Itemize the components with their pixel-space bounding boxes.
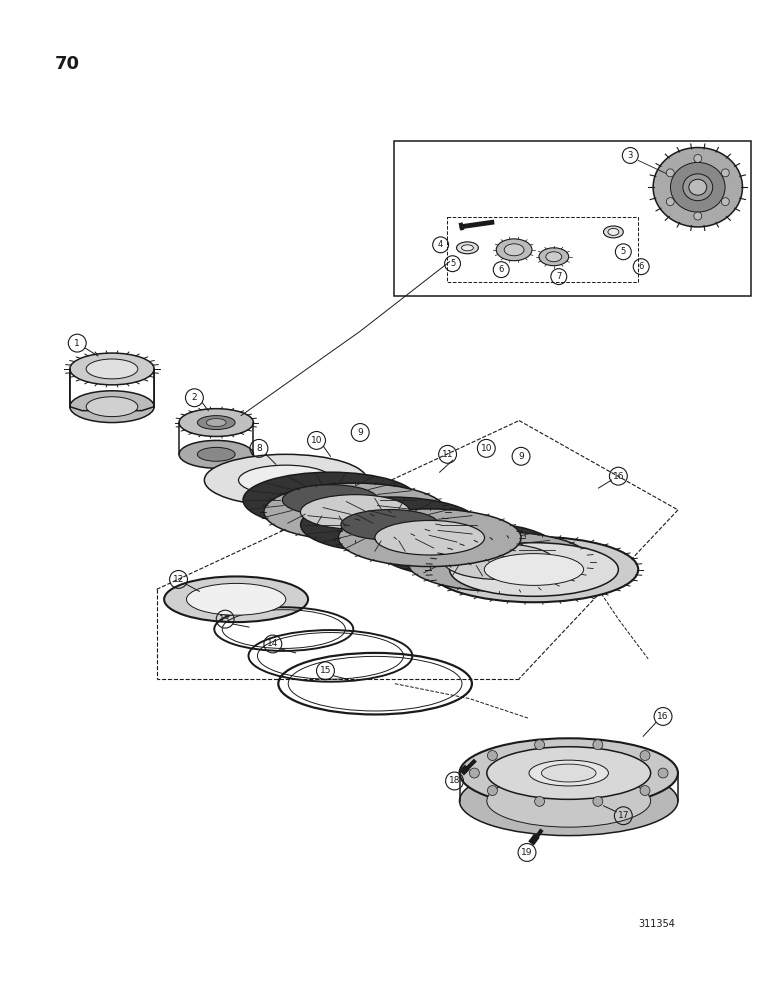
- Text: 15: 15: [320, 666, 331, 675]
- Ellipse shape: [529, 760, 608, 786]
- Text: 16: 16: [612, 472, 624, 481]
- Ellipse shape: [496, 239, 532, 261]
- Ellipse shape: [239, 465, 333, 495]
- Ellipse shape: [197, 447, 235, 461]
- Bar: [394, 141, 751, 296]
- Ellipse shape: [418, 534, 516, 565]
- Ellipse shape: [264, 483, 447, 541]
- Ellipse shape: [430, 537, 638, 602]
- Text: 13: 13: [219, 615, 231, 624]
- Ellipse shape: [487, 747, 651, 799]
- Ellipse shape: [69, 353, 154, 385]
- Text: 9: 9: [518, 452, 524, 461]
- Ellipse shape: [179, 440, 254, 468]
- Text: 7: 7: [556, 272, 562, 281]
- Ellipse shape: [69, 391, 154, 423]
- Ellipse shape: [504, 244, 524, 256]
- Ellipse shape: [462, 245, 473, 251]
- Circle shape: [488, 786, 498, 796]
- Text: 6: 6: [498, 265, 504, 274]
- Ellipse shape: [243, 472, 418, 528]
- Text: 4: 4: [438, 240, 443, 249]
- Text: 19: 19: [521, 848, 533, 857]
- Text: 16: 16: [658, 712, 668, 721]
- Ellipse shape: [546, 252, 562, 262]
- Ellipse shape: [300, 497, 480, 553]
- Circle shape: [694, 212, 702, 220]
- Ellipse shape: [86, 359, 138, 379]
- Circle shape: [694, 154, 702, 162]
- Circle shape: [593, 796, 603, 806]
- Ellipse shape: [608, 228, 619, 235]
- Ellipse shape: [207, 419, 226, 427]
- Ellipse shape: [300, 495, 410, 529]
- Circle shape: [470, 768, 480, 778]
- Ellipse shape: [197, 416, 235, 430]
- Circle shape: [722, 169, 729, 177]
- Ellipse shape: [444, 544, 555, 579]
- Ellipse shape: [689, 179, 707, 195]
- Text: 12: 12: [173, 575, 184, 584]
- Text: 11: 11: [441, 450, 453, 459]
- Circle shape: [534, 796, 544, 806]
- Ellipse shape: [179, 409, 254, 436]
- Text: 1: 1: [74, 339, 80, 348]
- Ellipse shape: [459, 738, 678, 808]
- Ellipse shape: [484, 554, 583, 585]
- Ellipse shape: [186, 583, 285, 615]
- Text: 5: 5: [450, 259, 456, 268]
- Ellipse shape: [683, 174, 713, 201]
- Text: 70: 70: [55, 55, 80, 73]
- Ellipse shape: [456, 242, 478, 254]
- Text: 8: 8: [256, 444, 262, 453]
- Circle shape: [640, 786, 650, 796]
- Circle shape: [666, 198, 674, 206]
- Ellipse shape: [164, 576, 308, 622]
- Ellipse shape: [407, 532, 591, 591]
- Text: 3: 3: [628, 151, 633, 160]
- Text: 14: 14: [268, 639, 278, 648]
- Ellipse shape: [86, 397, 138, 417]
- Circle shape: [488, 751, 498, 760]
- Circle shape: [640, 751, 650, 760]
- Circle shape: [658, 768, 668, 778]
- Circle shape: [666, 169, 674, 177]
- Ellipse shape: [449, 543, 619, 596]
- Ellipse shape: [604, 226, 623, 238]
- Ellipse shape: [671, 162, 725, 212]
- Ellipse shape: [339, 509, 521, 567]
- Text: 311354: 311354: [638, 919, 675, 929]
- Ellipse shape: [541, 764, 596, 782]
- Text: 9: 9: [357, 428, 363, 437]
- Ellipse shape: [341, 510, 439, 540]
- Ellipse shape: [487, 775, 651, 827]
- Text: 5: 5: [621, 247, 626, 256]
- Circle shape: [593, 740, 603, 750]
- Text: 10: 10: [310, 436, 322, 445]
- Text: 17: 17: [618, 811, 629, 820]
- Ellipse shape: [282, 485, 378, 515]
- Text: 10: 10: [480, 444, 492, 453]
- Ellipse shape: [653, 148, 743, 227]
- Circle shape: [722, 198, 729, 206]
- Text: 18: 18: [448, 776, 460, 785]
- Ellipse shape: [378, 522, 557, 577]
- Ellipse shape: [459, 766, 678, 836]
- Ellipse shape: [375, 520, 484, 555]
- Text: 2: 2: [192, 393, 197, 402]
- Ellipse shape: [204, 454, 367, 506]
- Circle shape: [534, 740, 544, 750]
- Text: 6: 6: [639, 262, 643, 271]
- Ellipse shape: [539, 248, 569, 266]
